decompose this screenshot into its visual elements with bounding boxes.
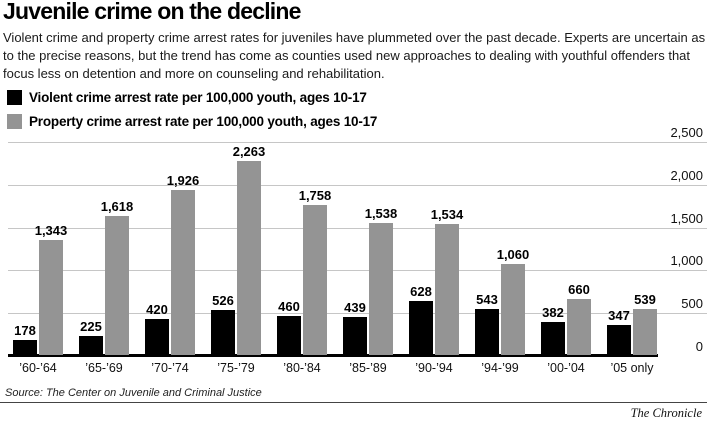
x-axis-category-label: ’80-’84 — [283, 361, 321, 375]
bar-value-label: 1,926 — [166, 173, 200, 188]
bar-value-label: 1,758 — [298, 188, 332, 203]
bar-value-label: 526 — [212, 293, 234, 308]
violent-crime-bar — [277, 316, 301, 355]
legend-item-label: Property crime arrest rate per 100,000 y… — [29, 113, 378, 129]
y-axis-tick-label: 1,500 — [670, 210, 703, 226]
x-axis-category-label: ’85-’89 — [349, 361, 387, 375]
bar-chart-plot-area: 0 500 1,000 1,500 2,000 2,500 178 1,343 225 1,618… — [0, 125, 707, 357]
legend-item-violent: Violent crime arrest rate per 100,000 yo… — [7, 89, 367, 105]
gridline-1000 — [8, 270, 707, 272]
property-crime-bar — [303, 205, 327, 355]
bar-value-label: 1,534 — [430, 207, 464, 222]
bar-value-label: 460 — [278, 299, 300, 314]
violent-crime-bar — [13, 340, 37, 355]
bar-value-label: 1,618 — [100, 199, 134, 214]
y-axis-tick-label: 2,500 — [670, 125, 703, 140]
violent-crime-swatch — [7, 89, 22, 105]
bar-value-label: 439 — [344, 300, 366, 315]
property-crime-bar — [633, 309, 657, 355]
property-crime-bar — [369, 223, 393, 355]
bar-value-label: 660 — [568, 282, 590, 297]
x-axis-labels: ’60-’64 ’65-’69 ’70-’74 ’75-’79 ’80-’84 ’85-’… — [0, 361, 707, 379]
property-crime-bar — [105, 216, 129, 355]
violent-crime-bar — [409, 301, 433, 355]
chart-description: Violent crime and property crime arrest … — [3, 30, 706, 81]
violent-crime-bar — [475, 309, 499, 355]
y-axis-tick-label: 0 — [695, 339, 703, 354]
violent-crime-bar — [79, 336, 103, 355]
gridline-2000 — [8, 184, 707, 186]
page-title: Juvenile crime on the decline — [3, 0, 301, 24]
bar-value-label: 543 — [476, 292, 498, 307]
x-axis-category-label: ’00-’04 — [547, 361, 585, 375]
violent-crime-bar — [145, 319, 169, 355]
property-crime-bar — [501, 264, 525, 355]
property-crime-bar — [435, 224, 459, 355]
property-crime-bar — [39, 240, 63, 355]
bar-value-label: 178 — [14, 323, 36, 338]
bar-value-label: 1,538 — [364, 206, 398, 221]
x-axis-category-label: ’94-’99 — [481, 361, 519, 375]
property-crime-bar — [567, 299, 591, 355]
x-axis-category-label: ’70-’74 — [151, 361, 189, 375]
bar-value-label: 225 — [80, 319, 102, 334]
property-crime-bar — [237, 161, 261, 355]
violent-crime-bar — [343, 317, 367, 355]
bar-value-label: 539 — [634, 292, 656, 307]
property-crime-swatch — [7, 113, 22, 129]
x-axis-category-label: ’65-’69 — [85, 361, 123, 375]
bar-value-label: 347 — [608, 308, 630, 323]
x-axis-category-label: ’90-’94 — [415, 361, 453, 375]
x-axis-line — [8, 354, 658, 357]
bar-value-label: 1,060 — [496, 247, 530, 262]
property-crime-bar — [171, 190, 195, 355]
violent-crime-bar — [211, 310, 235, 355]
x-axis-category-label: ’75-’79 — [217, 361, 255, 375]
source-note: Source: The Center on Juvenile and Crimi… — [5, 387, 262, 399]
bar-value-label: 1,343 — [34, 223, 68, 238]
y-axis-tick-label: 500 — [681, 296, 703, 312]
x-axis-category-label: ’60-’64 — [19, 361, 57, 375]
bar-value-label: 420 — [146, 302, 168, 317]
gridline-2500 — [8, 142, 707, 143]
bar-value-label: 628 — [410, 284, 432, 299]
bar-value-label: 2,263 — [232, 144, 266, 159]
violent-crime-bar — [541, 322, 565, 355]
bar-value-label: 382 — [542, 305, 564, 320]
violent-crime-bar — [607, 325, 631, 355]
y-axis-tick-label: 2,000 — [670, 167, 703, 183]
y-axis-tick-label: 1,000 — [670, 253, 703, 269]
legend-item-label: Violent crime arrest rate per 100,000 yo… — [29, 89, 367, 105]
legend-item-property: Property crime arrest rate per 100,000 y… — [7, 113, 377, 129]
gridline-1500 — [8, 227, 707, 229]
gridline-500 — [8, 313, 707, 315]
x-axis-category-label: ’05 only — [610, 361, 654, 375]
publication-credit: The Chronicle — [630, 406, 702, 420]
footer-divider — [0, 402, 707, 403]
